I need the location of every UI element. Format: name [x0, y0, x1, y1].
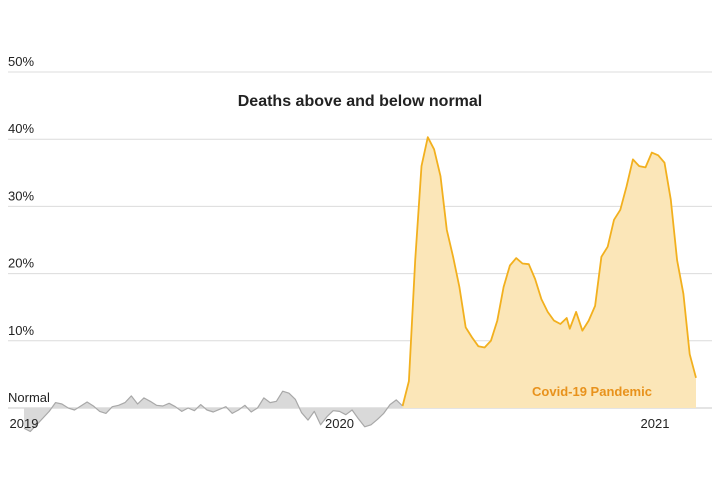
- baseline-line: [23, 390, 404, 433]
- y-tick-label: Normal: [8, 390, 50, 405]
- covid-pandemic-annotation: Covid-19 Pandemic: [532, 384, 652, 399]
- y-tick-label: 50%: [8, 54, 34, 69]
- y-tick-label: 30%: [8, 188, 34, 203]
- x-axis-ticks: 2019 2020 2021: [10, 416, 670, 431]
- y-tick-label: 20%: [8, 256, 34, 271]
- chart-title: Deaths above and below normal: [238, 93, 483, 110]
- y-tick-label: 10%: [8, 323, 34, 338]
- pandemic-line: [401, 136, 697, 407]
- pandemic-area: [402, 137, 696, 408]
- x-tick-label: 2020: [325, 416, 354, 431]
- x-tick-label: 2021: [641, 416, 670, 431]
- y-tick-label: 40%: [8, 121, 34, 136]
- x-tick-label: 2019: [10, 416, 39, 431]
- y-axis-ticks: 50% 40% 30% 20% 10% Normal: [8, 54, 50, 405]
- chart-lines: [23, 136, 697, 433]
